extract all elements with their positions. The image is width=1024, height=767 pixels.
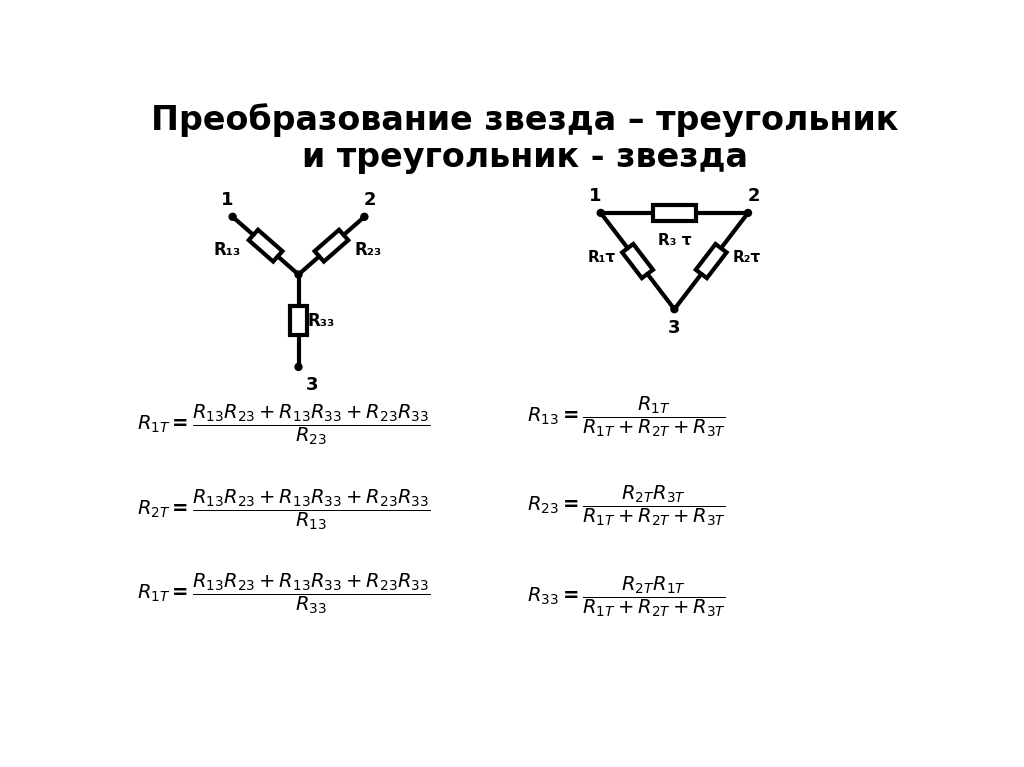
Text: R₁₃: R₁₃: [214, 241, 241, 258]
Circle shape: [744, 209, 752, 216]
Text: Преобразование звезда – треугольник: Преобразование звезда – треугольник: [152, 104, 898, 137]
Text: 3: 3: [306, 376, 318, 394]
Text: $\boldsymbol{R_{23} = \dfrac{R_{2T}R_{3T}}{R_{1T} + R_{2T} + R_{3T}}}$: $\boldsymbol{R_{23} = \dfrac{R_{2T}R_{3T…: [527, 483, 726, 528]
Circle shape: [229, 213, 237, 220]
Circle shape: [295, 364, 302, 370]
Text: $\boldsymbol{R_{13} = \dfrac{R_{1T}}{R_{1T} + R_{2T} + R_{3T}}}$: $\boldsymbol{R_{13} = \dfrac{R_{1T}}{R_{…: [527, 395, 726, 439]
Text: 1: 1: [221, 191, 233, 209]
Text: R₃ τ: R₃ τ: [657, 233, 691, 248]
Text: 1: 1: [589, 187, 601, 206]
Circle shape: [597, 209, 604, 216]
Text: R₃₃: R₃₃: [308, 311, 335, 330]
Circle shape: [360, 213, 368, 220]
Text: 2: 2: [364, 191, 376, 209]
Text: 3: 3: [668, 319, 681, 337]
Text: R₁τ: R₁τ: [588, 250, 615, 265]
Text: $\boldsymbol{R_{1T} = \dfrac{R_{13}R_{23} + R_{13}R_{33} + R_{23}R_{33}}{R_{33}}: $\boldsymbol{R_{1T} = \dfrac{R_{13}R_{23…: [137, 571, 431, 617]
Circle shape: [671, 306, 678, 313]
Text: $\boldsymbol{R_{2T} = \dfrac{R_{13}R_{23} + R_{13}R_{33} + R_{23}R_{33}}{R_{13}}: $\boldsymbol{R_{2T} = \dfrac{R_{13}R_{23…: [137, 487, 431, 532]
Text: R₂₃: R₂₃: [354, 241, 382, 258]
Text: $\boldsymbol{R_{33} = \dfrac{R_{2T}R_{1T}}{R_{1T} + R_{2T} + R_{3T}}}$: $\boldsymbol{R_{33} = \dfrac{R_{2T}R_{1T…: [527, 574, 726, 619]
Text: 2: 2: [748, 187, 760, 206]
Text: $\boldsymbol{R_{1T} = \dfrac{R_{13}R_{23} + R_{13}R_{33} + R_{23}R_{33}}{R_{23}}: $\boldsymbol{R_{1T} = \dfrac{R_{13}R_{23…: [137, 403, 431, 447]
Text: R₂τ: R₂τ: [733, 250, 761, 265]
Text: и треугольник - звезда: и треугольник - звезда: [302, 141, 748, 174]
Circle shape: [295, 271, 302, 278]
